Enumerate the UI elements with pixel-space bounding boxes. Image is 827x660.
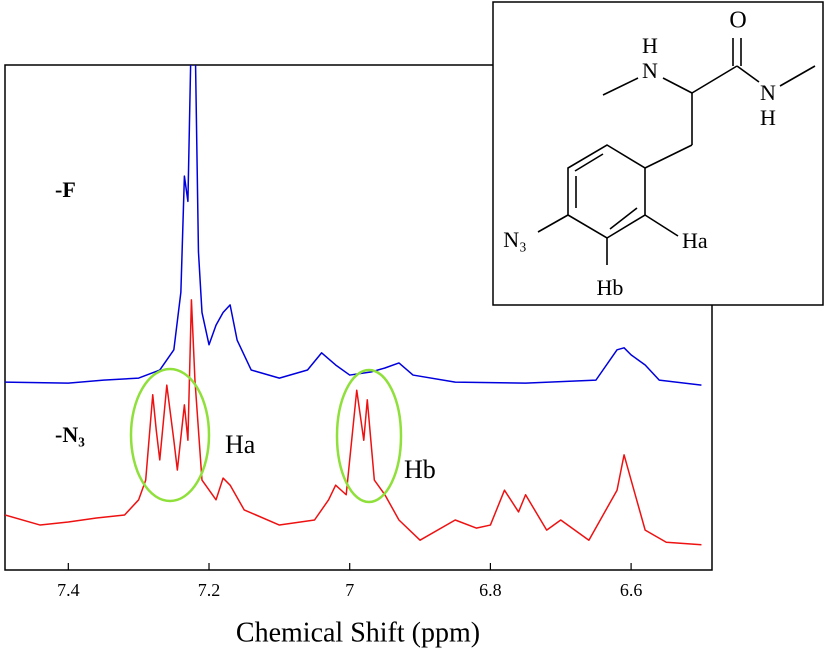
- annotation: Hb: [404, 455, 436, 484]
- plot-frame: [4, 64, 713, 571]
- inset-frame: [492, 1, 824, 306]
- atom-label: H: [642, 33, 658, 58]
- atom-label: H: [760, 105, 776, 130]
- x-axis-label: Chemical Shift (ppm): [236, 617, 480, 648]
- annotation: Ha: [225, 430, 256, 459]
- x-tick-label: 6.8: [479, 580, 502, 600]
- structure-bonds: [537, 38, 816, 265]
- spectra: [5, 65, 702, 546]
- atom-label: N: [760, 80, 776, 105]
- series-label: -F: [55, 177, 76, 202]
- series-label: -N₃: [55, 422, 85, 447]
- atom-label: Ha: [682, 228, 708, 253]
- highlight-ellipse: [335, 368, 403, 504]
- x-tick-label: 6.6: [620, 580, 643, 600]
- x-tick-label: 7.4: [57, 580, 80, 600]
- spectrum-line: [5, 299, 702, 546]
- x-tick-label: 7: [345, 580, 354, 600]
- atom-label: N: [642, 58, 658, 83]
- atom-label: O: [729, 8, 746, 34]
- x-tick-label: 7.2: [198, 580, 221, 600]
- atom-label: N₃: [503, 227, 527, 252]
- spectrum-line: [5, 65, 702, 386]
- atom-label: Hb: [597, 275, 624, 300]
- highlight-ellipse: [129, 367, 211, 503]
